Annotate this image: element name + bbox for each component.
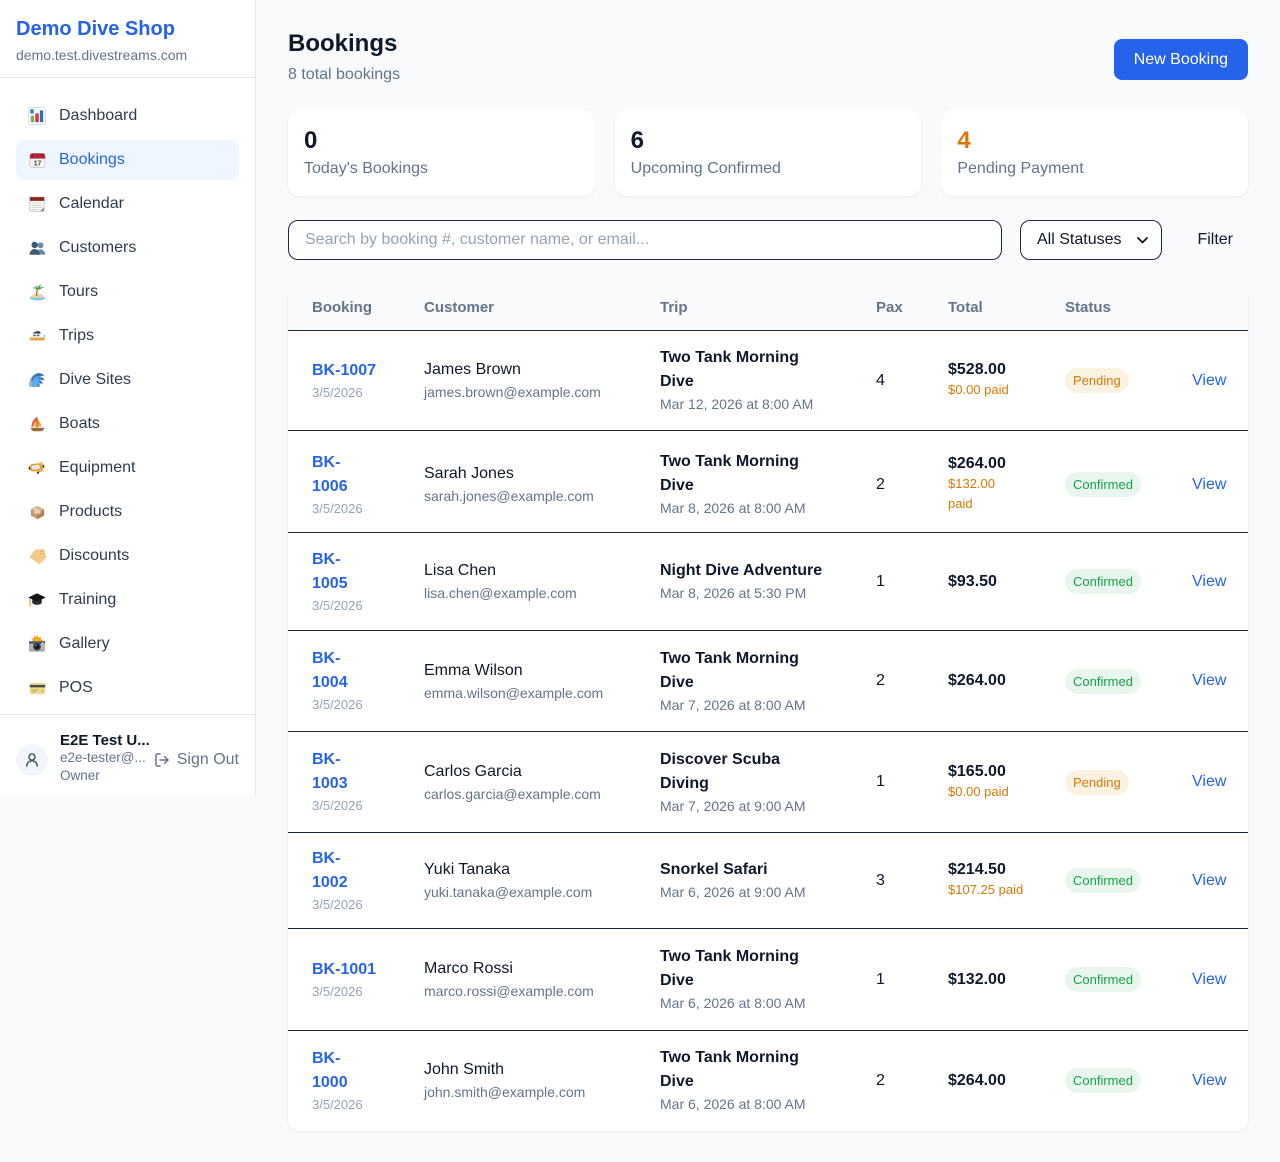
svg-text:17: 17: [33, 159, 41, 167]
